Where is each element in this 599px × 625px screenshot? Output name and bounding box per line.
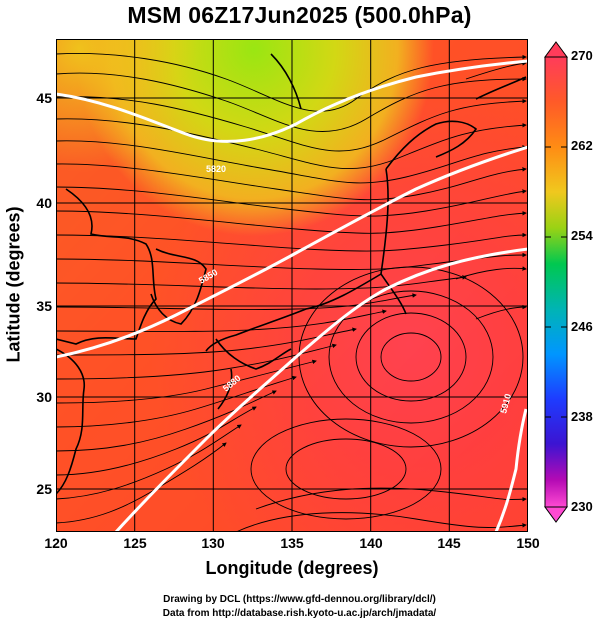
wind-temperature-map: 5820 5850 5880 5910 (56, 39, 528, 532)
x-tick: 150 (516, 535, 540, 551)
y-tick: 40 (36, 195, 52, 211)
x-tick: 125 (123, 535, 147, 551)
credit-data: Data from http://database.rish.kyoto-u.a… (162, 608, 437, 619)
lat-lon-grid (56, 39, 528, 532)
x-tick: 140 (359, 535, 383, 551)
credit-drawing: Drawing by DCL (https://www.gfd-dennou.o… (163, 594, 436, 605)
height-contours (56, 59, 528, 532)
colorbar-label: 262 (571, 138, 593, 153)
y-tick: 25 (36, 481, 52, 497)
y-axis-title: Latitude (degrees) (3, 206, 24, 363)
colorbar-label: 254 (571, 228, 593, 243)
y-tick: 30 (36, 389, 52, 405)
y-tick: 35 (36, 298, 52, 314)
x-tick: 120 (44, 535, 68, 551)
x-axis-title: Longitude (degrees) (205, 558, 379, 578)
colorbar-label: 238 (571, 409, 593, 424)
colorbar-label: 270 (571, 48, 593, 63)
colorbar-label: 230 (571, 499, 593, 514)
colorbar-top-arrow (544, 41, 568, 58)
colorbar-label: 246 (571, 319, 593, 334)
x-tick: 145 (437, 535, 461, 551)
contour-label-5820: 5820 (206, 164, 226, 174)
colorbar (544, 41, 568, 523)
map-plot-area: 5820 5850 5880 5910 (56, 39, 528, 532)
x-tick: 130 (201, 535, 225, 551)
colorbar-bottom-arrow (544, 506, 568, 523)
y-tick: 45 (36, 90, 52, 106)
map-title: MSM 06Z17Jun2025 (500.0hPa) (127, 2, 472, 28)
x-tick: 135 (280, 535, 304, 551)
